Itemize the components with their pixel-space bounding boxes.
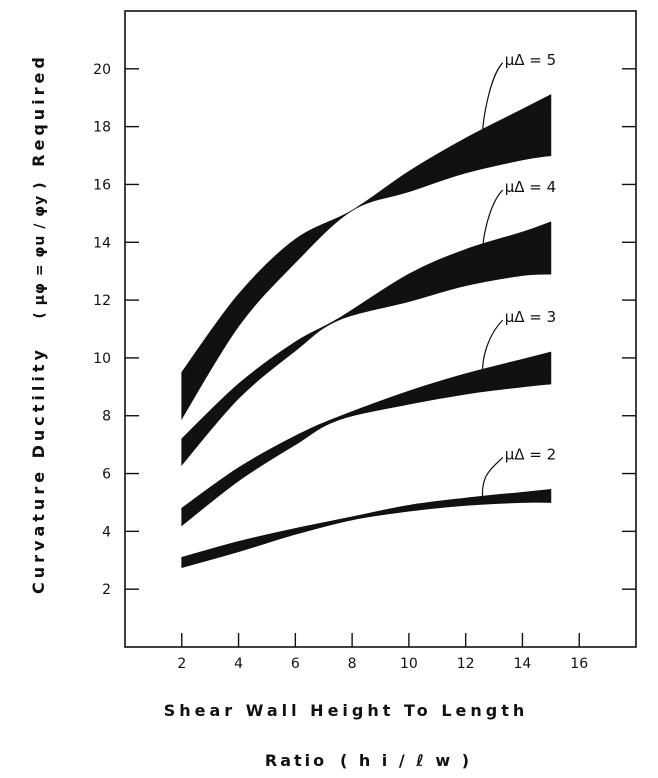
series-leader-line — [481, 189, 504, 263]
x-tick-label: 10 — [400, 656, 418, 672]
x-tick-label: 8 — [348, 656, 357, 672]
y-tick-label: 8 — [102, 409, 111, 425]
y-tick-label: 2 — [102, 582, 111, 598]
x-tick-label: 14 — [514, 656, 532, 672]
x-tick-label: 12 — [457, 656, 475, 672]
y-tick-label: 20 — [93, 62, 111, 78]
y-tick-label: 4 — [102, 524, 111, 540]
y-tick-label: 10 — [93, 351, 111, 367]
band-mu-3 — [181, 351, 552, 527]
y-tick-label: 6 — [102, 467, 111, 483]
series-leader-line — [481, 319, 504, 380]
x-axis-label-symbol: ( h i / ℓ w ) — [340, 751, 472, 770]
x-axis-label-ratio: Ratio — [265, 751, 327, 770]
x-tick-label: 4 — [234, 656, 243, 672]
series-label: μΔ = 3 — [505, 308, 556, 326]
y-tick-label: 18 — [93, 120, 111, 136]
y-tick-label: 16 — [93, 177, 111, 193]
series-leader-line — [481, 457, 504, 501]
y-axis-label-required: Required — [29, 53, 48, 167]
y-tick-label: 14 — [93, 235, 111, 251]
band-mu-4 — [181, 221, 552, 466]
series-label: μΔ = 2 — [505, 445, 556, 463]
series-label: μΔ = 4 — [505, 178, 556, 196]
x-tick-label: 6 — [291, 656, 300, 672]
x-axis-label: Shear Wall Height To Length — [164, 701, 529, 720]
y-tick-label: 12 — [93, 293, 111, 309]
y-axis-label: Curvature Ductility — [29, 346, 48, 594]
plot-frame — [124, 10, 637, 648]
series-leader-line — [481, 62, 504, 147]
x-tick-label: 16 — [570, 656, 588, 672]
band-mu-2 — [181, 489, 552, 569]
series-label: μΔ = 5 — [505, 51, 556, 69]
band-mu-5 — [181, 94, 552, 421]
y-axis-label-formula: ( μφ = φu / φy ) — [32, 181, 48, 318]
x-tick-label: 2 — [177, 656, 186, 672]
